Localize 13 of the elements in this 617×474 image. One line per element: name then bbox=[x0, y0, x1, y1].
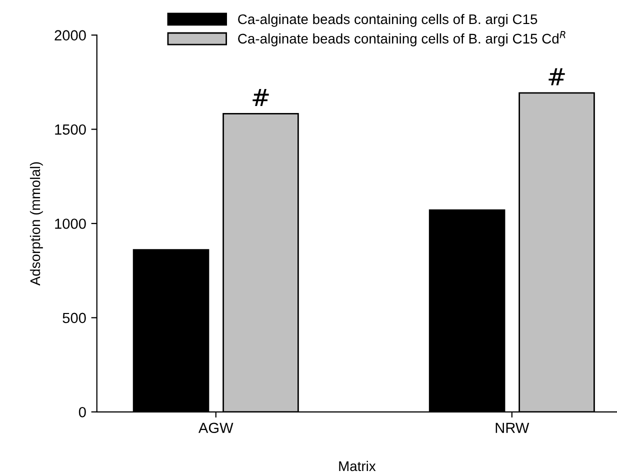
y-tick-label: 0 bbox=[78, 407, 86, 418]
x-tick-label: NRW bbox=[496, 422, 530, 433]
legend-label: Ca-alginate beads containing cells of B. argi C15 bbox=[238, 14, 538, 27]
y-axis-title: Adsorption (mmolal) bbox=[30, 162, 43, 286]
legend-label: Ca-alginate beads containing cells of B. argi C15 Cd$^{R}$ bbox=[238, 31, 566, 46]
annotation: # bbox=[548, 68, 565, 86]
y-tick-label: 500 bbox=[62, 312, 86, 324]
y-tick-label: 2000 bbox=[54, 30, 86, 41]
x-axis-title: Matrix bbox=[339, 460, 376, 472]
annotation: # bbox=[252, 89, 269, 106]
y-tick-label: 1000 bbox=[55, 218, 86, 229]
y-tick-label: 1500 bbox=[55, 124, 86, 135]
x-tick-label: AGW bbox=[198, 422, 234, 434]
